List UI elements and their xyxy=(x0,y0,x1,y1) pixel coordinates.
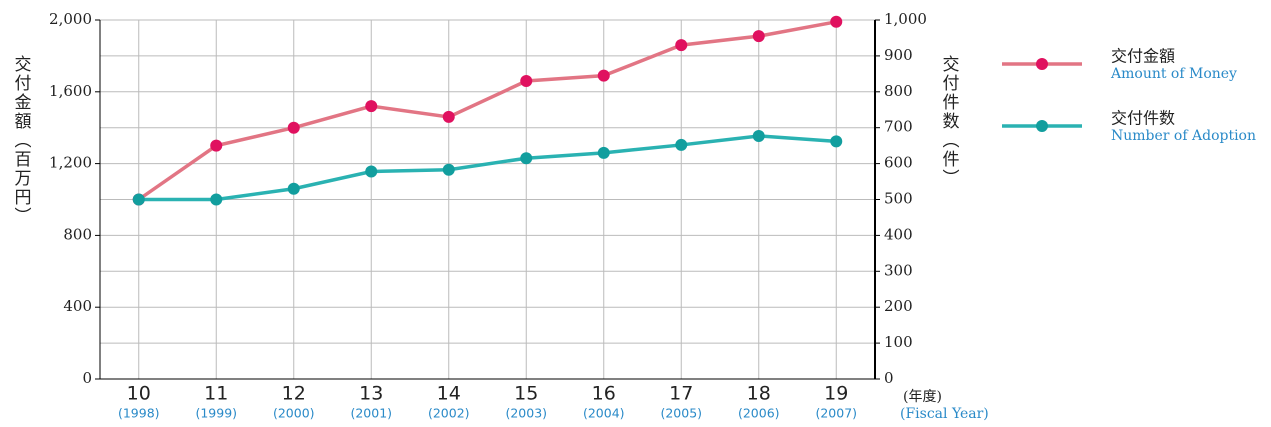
x-tick-label: 19 xyxy=(824,383,848,405)
x-tick-year: (2006) xyxy=(738,406,780,421)
legend-label-en: Number of Adoption xyxy=(1111,128,1256,144)
data-point xyxy=(520,152,533,165)
y2-tick-label: 400 xyxy=(884,225,913,243)
x-tick-label: 12 xyxy=(282,383,306,405)
x-tick-year: (2000) xyxy=(273,406,315,421)
data-point xyxy=(210,193,223,206)
legend-marker xyxy=(1036,58,1048,70)
data-point xyxy=(675,138,688,151)
data-point xyxy=(132,193,145,206)
x-tick-label: 17 xyxy=(669,383,693,405)
y-tick-label: 0 xyxy=(82,369,92,387)
x-tick-label: 13 xyxy=(359,383,383,405)
x-tick-year: (2003) xyxy=(505,406,547,421)
x-tick-year: (2004) xyxy=(583,406,625,421)
y2-tick-label: 0 xyxy=(884,369,894,387)
x-axis-label: (年度) xyxy=(903,389,942,405)
x-tick-year: (2007) xyxy=(815,406,857,421)
data-point xyxy=(442,110,455,123)
y2-tick-label: 1,000 xyxy=(884,10,927,28)
data-point xyxy=(365,165,378,178)
legend-label: 交付件数 xyxy=(1111,109,1175,128)
data-point xyxy=(752,30,765,43)
x-tick-label: 10 xyxy=(127,383,151,405)
data-point xyxy=(597,146,610,159)
x-tick-label: 16 xyxy=(592,383,616,405)
x-tick-year: (1999) xyxy=(195,406,237,421)
legend-label: 交付金額 xyxy=(1111,47,1175,66)
x-tick-label: 18 xyxy=(747,383,771,405)
data-point xyxy=(752,129,765,142)
series-line xyxy=(138,134,837,202)
y2-tick-label: 600 xyxy=(884,154,913,172)
data-point xyxy=(520,75,533,88)
y-tick-label: 1,600 xyxy=(49,82,92,100)
y2-tick-label: 700 xyxy=(884,118,913,136)
data-point xyxy=(287,182,300,195)
y2-tick-label: 100 xyxy=(884,333,913,351)
data-point xyxy=(287,121,300,134)
y-axis-label: 交付金額（百万円） xyxy=(11,55,32,226)
x-tick-year: (2002) xyxy=(428,406,470,421)
y2-axis-label: 交付件数（件） xyxy=(939,55,960,188)
x-tick-label: 14 xyxy=(437,383,461,405)
y2-tick-label: 200 xyxy=(884,297,913,315)
data-point xyxy=(365,100,378,113)
y-tick-label: 800 xyxy=(63,225,92,243)
data-point xyxy=(675,39,688,52)
legend-label-en: Amount of Money xyxy=(1110,66,1237,82)
x-tick-label: 11 xyxy=(204,383,228,405)
series-line xyxy=(137,20,837,201)
y2-tick-label: 900 xyxy=(884,46,913,64)
y2-tick-label: 800 xyxy=(884,82,913,100)
data-point xyxy=(597,69,610,82)
data-point xyxy=(830,135,843,148)
y-tick-label: 1,200 xyxy=(49,154,92,172)
x-tick-year: (2005) xyxy=(660,406,702,421)
y-tick-label: 2,000 xyxy=(49,10,92,28)
data-point xyxy=(210,139,223,152)
data-point xyxy=(830,15,843,28)
legend-marker xyxy=(1036,120,1048,132)
data-point xyxy=(442,163,455,176)
y2-tick-label: 500 xyxy=(884,190,913,208)
y2-tick-label: 300 xyxy=(884,261,913,279)
x-axis-label-en: (Fiscal Year) xyxy=(900,406,989,422)
x-tick-year: (1998) xyxy=(118,406,160,421)
y-tick-label: 400 xyxy=(63,297,92,315)
x-tick-year: (2001) xyxy=(350,406,392,421)
x-tick-label: 15 xyxy=(514,383,538,405)
